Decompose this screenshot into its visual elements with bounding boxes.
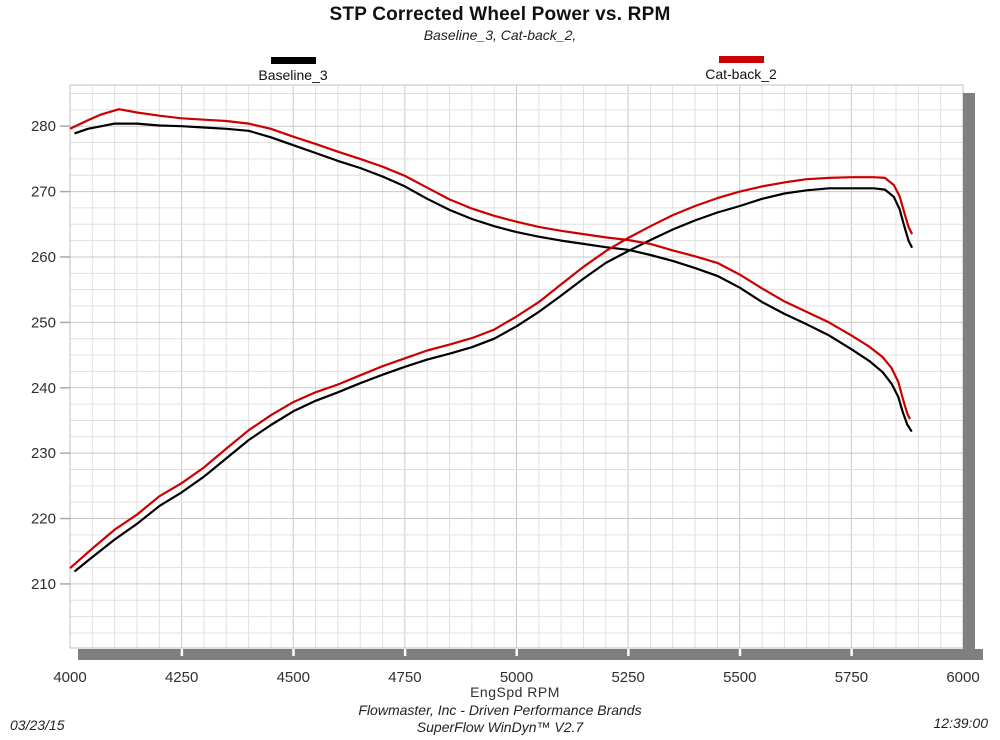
x-tick-mark xyxy=(738,649,742,656)
x-tick-mark xyxy=(180,649,184,656)
x-tick-mark xyxy=(850,649,853,656)
plot-shadow-right xyxy=(963,93,975,660)
frame-layer xyxy=(69,84,983,660)
footer-time: 12:39:00 xyxy=(933,715,989,731)
cat-back-2-power-curve xyxy=(69,176,914,570)
cat-back-2-color-swatch xyxy=(718,56,764,63)
x-tick-label: 4500 xyxy=(277,669,310,686)
grid-layer xyxy=(70,85,963,648)
axis-layer: 4000 4250 4500 4750 5000 5250 5500 5750 6000 210 2… xyxy=(31,118,980,686)
x-tick-label: 4000 xyxy=(53,669,86,686)
x-tick-label: 4250 xyxy=(165,669,198,686)
x-tick-label: 5750 xyxy=(835,669,868,686)
curves-layer xyxy=(69,108,914,573)
chart-title: STP Corrected Wheel Power vs. RPM xyxy=(329,4,671,25)
y-tick-label: 220 xyxy=(31,511,56,528)
x-tick-label: 5500 xyxy=(723,669,756,686)
x-tick-label: 4750 xyxy=(388,669,421,686)
y-tick-label: 260 xyxy=(31,249,56,266)
legend-label-baseline-3: Baseline_3 xyxy=(258,67,328,83)
footer-company: Flowmaster, Inc - Driven Performance Bra… xyxy=(358,702,642,718)
legend-item-cat-back-2: Cat-back_2 xyxy=(686,56,796,84)
plot-shadow-bottom xyxy=(78,649,983,660)
baseline-3-power-curve xyxy=(73,187,914,573)
y-tick-label: 270 xyxy=(31,184,56,201)
footer-date: 03/23/15 xyxy=(10,717,65,733)
y-tick-label: 280 xyxy=(31,118,56,135)
y-tick-label: 250 xyxy=(31,314,56,331)
x-tick-mark xyxy=(403,649,407,656)
x-axis-title: EngSpd RPM xyxy=(470,684,560,700)
chart-subtitle: Baseline_3, Cat-back_2, xyxy=(423,27,577,43)
legend-label-cat-back-2: Cat-back_2 xyxy=(705,66,777,82)
x-tick-label: 5000 xyxy=(500,669,533,686)
baseline-3-color-swatch xyxy=(270,57,316,64)
x-tick-mark xyxy=(627,649,630,656)
x-tick-mark xyxy=(292,649,295,656)
y-tick-label: 230 xyxy=(31,445,56,462)
cat-back-2-torque-curve xyxy=(69,108,911,420)
y-tick-label: 210 xyxy=(31,576,56,593)
footer-software: SuperFlow WinDyn™ V2.7 xyxy=(416,719,584,735)
y-tick-label: 240 xyxy=(31,380,56,397)
x-tick-label: 6000 xyxy=(946,669,979,686)
x-tick-mark xyxy=(515,649,518,656)
legend-item-baseline-3: Baseline_3 xyxy=(238,57,348,85)
baseline-3-torque-curve xyxy=(74,122,913,433)
x-tick-label: 5250 xyxy=(611,669,644,686)
